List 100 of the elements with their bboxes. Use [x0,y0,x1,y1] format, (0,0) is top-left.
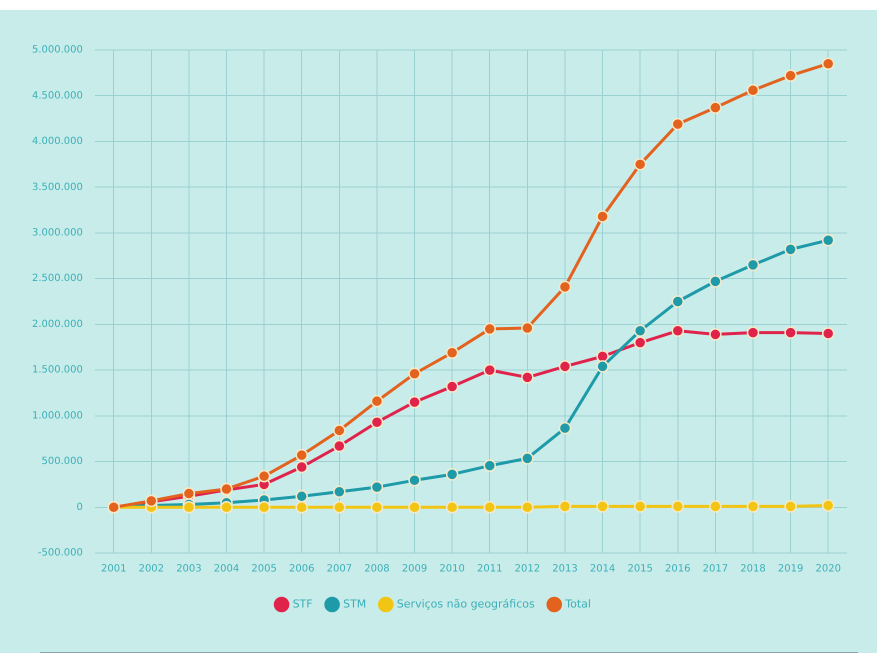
point [408,396,421,408]
point [408,501,421,514]
x-tick-label: 2019 [778,564,804,575]
y-tick-label: -500.000 [38,548,83,559]
y-tick-label: 2.500.000 [32,273,83,284]
point [333,485,346,498]
point [746,326,760,339]
point [258,501,270,514]
point [596,210,609,223]
point [295,490,308,503]
point [521,322,534,334]
point [446,501,458,514]
x-tick-label: 2013 [552,564,578,575]
point [258,470,270,482]
y-tick-label: 500.000 [42,456,83,468]
x-tick-label: 2002 [138,564,164,575]
point [521,371,534,384]
point [634,158,646,171]
point [709,500,722,513]
point [484,459,496,472]
point [484,322,496,336]
point [333,424,346,437]
point [822,57,834,70]
point [484,501,496,514]
y-tick-label: 4.000.000 [32,136,83,148]
point [709,275,722,288]
point [672,295,684,308]
legend-label: STM [343,597,366,610]
point [521,452,534,465]
point [672,118,684,130]
point [333,501,346,514]
x-tick-label: 2012 [514,564,540,575]
point [295,501,308,514]
point [746,84,760,96]
legend-label: STF [292,597,313,610]
point [596,350,609,363]
x-tick-label: 2017 [702,564,728,575]
point [596,500,609,513]
x-tick-label: 2014 [590,564,616,575]
point [558,500,572,513]
point [446,468,458,481]
point [596,360,609,373]
point [746,500,760,513]
point [446,346,458,359]
x-tick-label: 2004 [214,564,240,575]
point [672,324,684,338]
point [558,280,572,294]
y-tick-label: 1.000.000 [32,410,83,422]
x-tick-label: 2008 [364,564,390,575]
point [634,336,646,349]
point [295,460,308,474]
point [484,364,496,376]
point [822,327,834,340]
point [784,69,797,82]
point [370,416,384,428]
x-tick-label: 2007 [326,564,352,575]
point [295,448,308,462]
point [333,440,346,452]
point [220,501,233,514]
point [446,380,458,393]
x-tick-label: 2011 [477,564,502,575]
point [521,501,534,514]
x-tick-label: 2001 [100,564,126,575]
point [709,101,722,114]
point [558,422,572,434]
point [746,258,760,272]
legend-label: Total [564,597,591,610]
legend-label: Serviços não geográficos [396,597,536,610]
x-tick-label: 2015 [627,564,653,575]
x-tick-label: 2009 [402,564,428,575]
y-tick-label: 5.000.000 [32,44,83,56]
point [370,480,384,494]
point [672,500,684,513]
point [822,234,834,246]
point [784,326,797,339]
point [370,394,384,408]
x-tick-label: 2016 [665,564,691,575]
y-tick-label: 3.000.000 [32,228,83,239]
y-tick-label: 1.500.000 [32,364,83,376]
point [822,499,834,512]
y-tick-label: 2.000.000 [32,318,83,330]
point [558,360,572,373]
point [370,501,384,514]
y-tick-label: 3.500.000 [32,182,83,193]
point [634,500,646,513]
point [709,328,722,341]
x-tick-label: 2010 [439,564,465,575]
point [182,501,196,514]
x-tick-label: 2006 [288,564,314,575]
point [408,368,421,380]
point [408,474,421,487]
point [784,243,797,256]
x-tick-label: 2018 [740,564,766,575]
x-tick-label: 2003 [176,564,202,575]
x-tick-label: 2020 [815,564,841,575]
point [784,500,797,513]
y-tick-label: 0 [76,502,83,513]
x-tick-label: 2005 [251,564,277,575]
point [634,324,646,338]
y-tick-label: 4.500.000 [32,90,83,102]
